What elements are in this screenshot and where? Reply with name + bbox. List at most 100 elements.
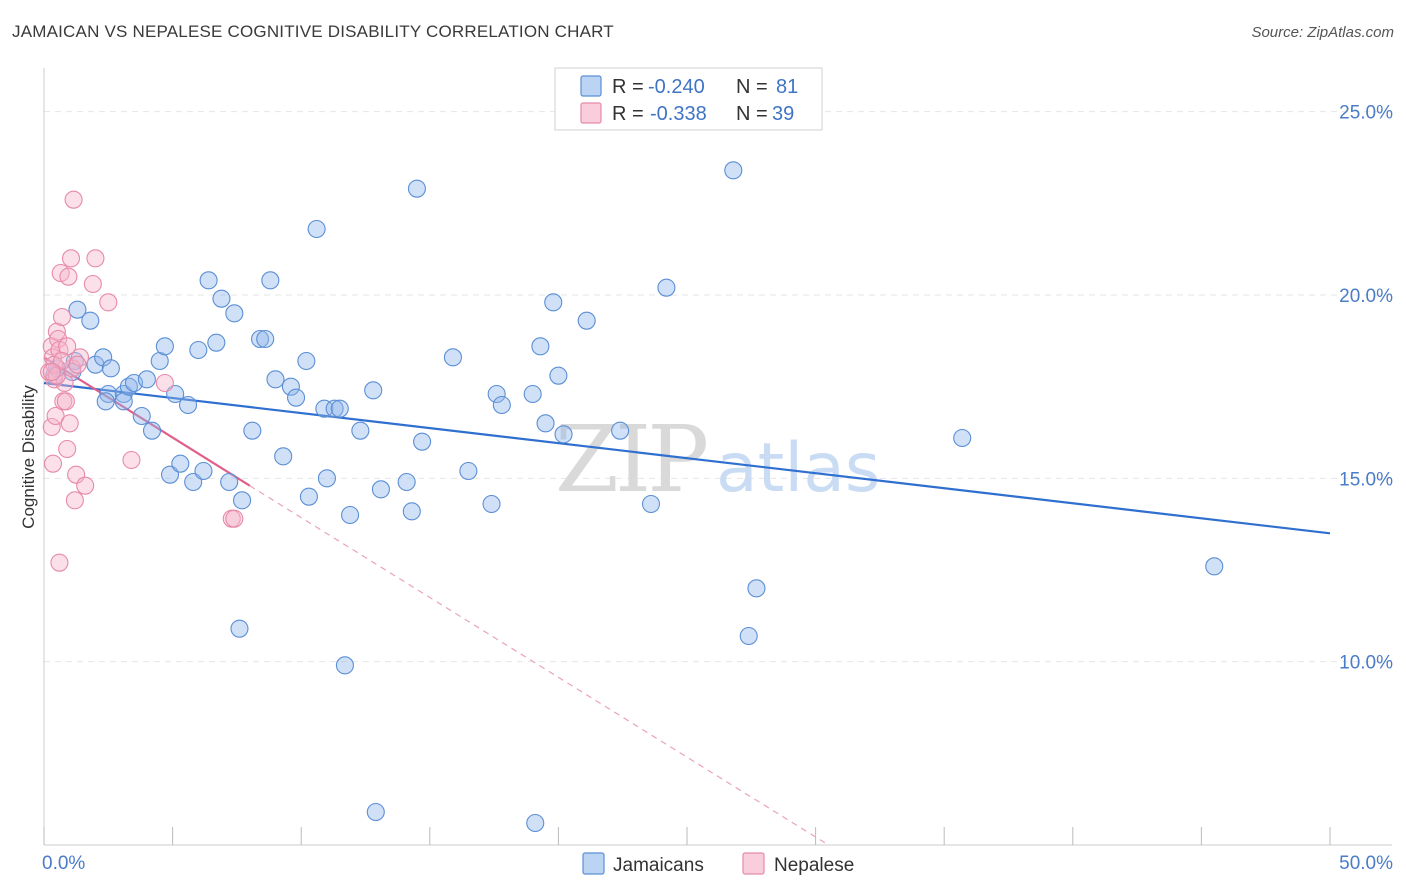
data-point-nepalese bbox=[42, 362, 61, 382]
data-point-jamaicans bbox=[266, 370, 285, 389]
data-point-jamaicans bbox=[68, 300, 87, 319]
data-point-jamaicans bbox=[232, 491, 252, 510]
data-point-jamaicans bbox=[544, 293, 563, 312]
data-point-nepalese bbox=[55, 373, 74, 393]
bottom-legend: Jamaicans Nepalese bbox=[582, 852, 854, 876]
legend-r-label-jamaicans: R = bbox=[612, 76, 644, 98]
data-point-jamaicans bbox=[641, 494, 661, 514]
data-point-nepalese bbox=[50, 553, 69, 572]
data-point-jamaicans bbox=[443, 348, 462, 367]
data-point-jamaicans bbox=[81, 311, 100, 330]
data-point-jamaicans bbox=[137, 370, 156, 389]
bottom-legend-label-nepalese: Nepalese bbox=[774, 855, 854, 876]
watermark-zip: ZIP bbox=[555, 406, 706, 513]
data-point-jamaicans bbox=[101, 359, 120, 378]
data-point-jamaicans bbox=[739, 626, 758, 646]
data-point-jamaicans bbox=[160, 465, 180, 484]
data-point-jamaicans bbox=[549, 366, 568, 385]
data-point-jamaicans bbox=[281, 377, 300, 396]
y-tick-label: 25.0% bbox=[1339, 103, 1393, 124]
data-point-jamaicans bbox=[194, 461, 213, 481]
trend-line-jamaicans bbox=[43, 381, 1331, 535]
data-point-nepalese bbox=[68, 355, 87, 374]
data-point-jamaicans bbox=[297, 351, 316, 371]
data-point-jamaicans bbox=[178, 395, 198, 415]
watermark-atlas: atlas bbox=[716, 429, 880, 508]
data-point-jamaicans bbox=[341, 505, 360, 525]
data-point-nepalese bbox=[76, 476, 95, 495]
data-point-jamaicans bbox=[531, 337, 550, 356]
data-point-nepalese bbox=[46, 406, 65, 426]
chart-title: JAMAICAN VS NEPALESE COGNITIVE DISABILIT… bbox=[12, 22, 614, 41]
y-tick-label: 15.0% bbox=[1339, 469, 1393, 490]
legend-n-label-jamaicans: N = bbox=[736, 76, 768, 98]
legend-r-value-jamaicans: -0.240 bbox=[648, 76, 705, 98]
data-point-nepalese bbox=[43, 348, 63, 367]
data-point-jamaicans bbox=[243, 421, 262, 440]
data-point-jamaicans bbox=[230, 619, 249, 638]
data-point-jamaicans bbox=[207, 333, 226, 352]
data-point-nepalese bbox=[60, 414, 79, 433]
data-point-jamaicans bbox=[492, 395, 511, 415]
data-point-jamaicans bbox=[611, 421, 630, 440]
data-point-jamaicans bbox=[220, 472, 239, 492]
x-tick-label: 0.0% bbox=[42, 853, 85, 874]
data-point-jamaicans bbox=[523, 384, 542, 404]
trend-line-nepalese-extension bbox=[249, 485, 829, 846]
data-point-nepalese bbox=[83, 274, 102, 294]
data-point-jamaicans bbox=[184, 472, 203, 492]
bottom-legend-label-jamaicans: Jamaicans bbox=[613, 855, 704, 876]
data-point-jamaicans bbox=[315, 399, 334, 418]
data-point-jamaicans bbox=[364, 381, 383, 400]
data-point-jamaicans bbox=[536, 414, 555, 433]
data-point-jamaicans bbox=[747, 579, 766, 598]
legend-r-value-nepalese: -0.338 bbox=[650, 103, 707, 125]
data-point-nepalese bbox=[52, 351, 72, 371]
data-point-jamaicans bbox=[371, 480, 390, 499]
data-point-jamaicans bbox=[274, 447, 293, 466]
legend-n-value-jamaicans: 81 bbox=[776, 76, 798, 98]
data-point-jamaicans bbox=[407, 179, 426, 198]
points-layer bbox=[40, 161, 1224, 833]
data-point-jamaicans bbox=[307, 219, 326, 239]
data-point-jamaicans bbox=[86, 355, 105, 374]
y-tick-label: 10.0% bbox=[1339, 653, 1393, 674]
y-tick-label: 20.0% bbox=[1339, 286, 1393, 307]
data-point-jamaicans bbox=[459, 461, 478, 481]
gridlines bbox=[44, 111, 1392, 663]
data-point-jamaicans bbox=[261, 271, 280, 290]
bottom-legend-swatch-jamaicans bbox=[582, 852, 605, 875]
data-point-jamaicans bbox=[1205, 557, 1224, 576]
data-point-jamaicans bbox=[299, 487, 318, 506]
data-point-jamaicans bbox=[171, 454, 190, 473]
chart-source: Source: ZipAtlas.com bbox=[1251, 24, 1394, 41]
data-point-jamaicans bbox=[212, 289, 231, 308]
legend-n-label-nepalese: N = bbox=[736, 103, 768, 125]
data-point-jamaicans bbox=[96, 392, 115, 411]
data-point-jamaicans bbox=[351, 421, 370, 440]
legend-swatch-nepalese bbox=[580, 102, 602, 124]
data-point-jamaicans bbox=[526, 813, 545, 833]
data-point-nepalese bbox=[86, 249, 105, 268]
data-point-jamaicans bbox=[317, 469, 336, 488]
data-point-jamaicans bbox=[413, 432, 432, 451]
legend-n-value-nepalese: 39 bbox=[772, 103, 794, 125]
data-point-jamaicans bbox=[554, 425, 573, 444]
data-point-jamaicans bbox=[953, 428, 972, 448]
data-point-jamaicans bbox=[335, 656, 354, 675]
data-point-jamaicans bbox=[142, 421, 162, 440]
data-point-jamaicans bbox=[287, 388, 306, 407]
data-point-jamaicans bbox=[155, 337, 174, 356]
data-point-jamaicans bbox=[250, 329, 270, 349]
data-point-jamaicans bbox=[225, 304, 244, 323]
data-point-nepalese bbox=[43, 454, 63, 473]
data-point-nepalese bbox=[225, 509, 244, 528]
data-point-nepalese bbox=[99, 293, 118, 312]
data-point-nepalese bbox=[58, 439, 77, 459]
data-point-jamaicans bbox=[189, 340, 208, 360]
data-point-jamaicans bbox=[657, 278, 676, 297]
legend-swatch-jamaicans bbox=[580, 75, 602, 97]
data-point-jamaicans bbox=[256, 329, 275, 349]
axes bbox=[43, 68, 1392, 846]
x-tick-labels: 0.0% 50.0% bbox=[42, 853, 1393, 874]
